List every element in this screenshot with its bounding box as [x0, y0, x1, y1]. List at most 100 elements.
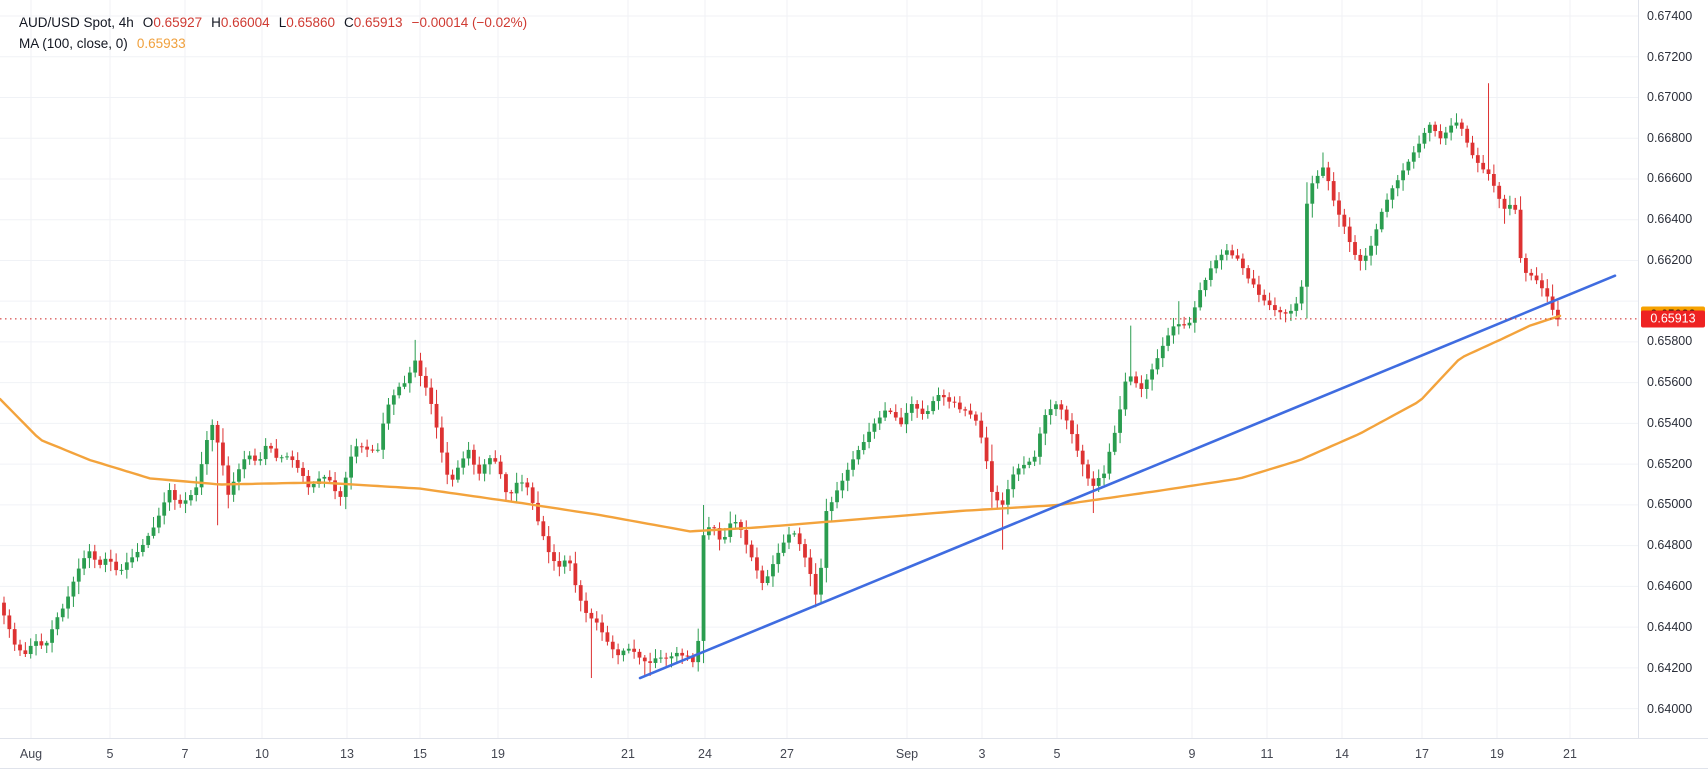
candle[interactable]	[909, 396, 914, 421]
candle[interactable]	[50, 620, 54, 653]
candle[interactable]	[851, 451, 855, 477]
candle[interactable]	[247, 451, 252, 465]
candle[interactable]	[642, 654, 647, 676]
candle[interactable]	[1438, 124, 1443, 145]
candle[interactable]	[706, 516, 711, 540]
candle[interactable]	[215, 420, 220, 526]
candle[interactable]	[333, 472, 337, 500]
candle[interactable]	[92, 544, 97, 569]
candle[interactable]	[904, 403, 909, 434]
candle[interactable]	[984, 426, 989, 469]
candle[interactable]	[338, 486, 343, 506]
candle[interactable]	[1459, 118, 1464, 136]
candle[interactable]	[557, 552, 562, 577]
candle[interactable]	[1406, 159, 1411, 175]
candle[interactable]	[616, 643, 620, 665]
candle[interactable]	[1054, 401, 1058, 417]
candle[interactable]	[1326, 161, 1331, 191]
candle[interactable]	[34, 634, 38, 656]
candle[interactable]	[1214, 255, 1219, 274]
candle[interactable]	[957, 396, 962, 413]
candle[interactable]	[221, 428, 225, 476]
candle[interactable]	[973, 411, 978, 426]
candle[interactable]	[461, 451, 466, 475]
candle[interactable]	[755, 547, 759, 579]
candle[interactable]	[925, 405, 930, 419]
candle[interactable]	[1112, 425, 1117, 456]
candle[interactable]	[1358, 249, 1363, 271]
candle[interactable]	[536, 491, 540, 526]
candle[interactable]	[760, 565, 765, 591]
candle[interactable]	[883, 402, 887, 421]
candle[interactable]	[28, 638, 33, 659]
candle[interactable]	[407, 366, 412, 393]
candle[interactable]	[1347, 217, 1352, 253]
candle[interactable]	[397, 382, 402, 399]
candle[interactable]	[140, 539, 145, 557]
candle[interactable]	[1011, 466, 1016, 498]
candle[interactable]	[1267, 292, 1272, 311]
candle[interactable]	[861, 434, 866, 455]
candle[interactable]	[1155, 349, 1160, 375]
candle[interactable]	[1139, 375, 1144, 398]
candle[interactable]	[824, 498, 829, 583]
candle[interactable]	[1192, 301, 1197, 333]
candle[interactable]	[60, 603, 65, 622]
candle[interactable]	[1251, 269, 1256, 288]
candle[interactable]	[55, 612, 60, 636]
candle[interactable]	[990, 444, 994, 508]
candle[interactable]	[1427, 122, 1432, 142]
candle[interactable]	[1262, 289, 1267, 306]
candle[interactable]	[7, 609, 12, 638]
candle[interactable]	[242, 450, 247, 479]
candle[interactable]	[808, 549, 813, 587]
candle[interactable]	[819, 558, 823, 603]
candle[interactable]	[792, 530, 797, 537]
candle[interactable]	[386, 398, 391, 430]
candle[interactable]	[231, 472, 236, 502]
candle[interactable]	[1433, 121, 1438, 137]
candle[interactable]	[717, 522, 722, 551]
candle[interactable]	[226, 456, 231, 509]
candle[interactable]	[488, 455, 492, 475]
candle[interactable]	[504, 472, 508, 501]
candle[interactable]	[1043, 409, 1048, 446]
candle[interactable]	[1353, 235, 1357, 260]
candle[interactable]	[237, 463, 241, 491]
candle[interactable]	[1038, 427, 1042, 465]
candle[interactable]	[1315, 170, 1320, 189]
candle[interactable]	[696, 628, 701, 672]
candle[interactable]	[968, 403, 973, 419]
candle[interactable]	[12, 622, 17, 651]
candle[interactable]	[1454, 113, 1459, 129]
candle[interactable]	[1086, 459, 1090, 486]
candle[interactable]	[1513, 197, 1518, 215]
candle[interactable]	[1064, 405, 1069, 430]
candle[interactable]	[1545, 279, 1550, 302]
candle[interactable]	[845, 462, 850, 492]
candle[interactable]	[178, 494, 183, 508]
candle[interactable]	[1171, 317, 1176, 344]
candle[interactable]	[391, 389, 396, 415]
candle[interactable]	[1219, 249, 1224, 270]
candle[interactable]	[1134, 371, 1138, 388]
candle[interactable]	[343, 471, 348, 510]
candle[interactable]	[867, 422, 871, 449]
candle[interactable]	[1246, 265, 1251, 284]
candle[interactable]	[525, 477, 530, 496]
candle[interactable]	[1331, 172, 1336, 207]
candle[interactable]	[744, 520, 749, 554]
candle[interactable]	[1385, 193, 1389, 218]
candle[interactable]	[477, 456, 482, 481]
candle[interactable]	[1182, 316, 1187, 329]
candle[interactable]	[450, 469, 455, 487]
candle[interactable]	[552, 544, 556, 571]
candle[interactable]	[445, 442, 450, 485]
candle[interactable]	[327, 470, 332, 484]
candle[interactable]	[835, 481, 839, 509]
price-chart-plot[interactable]	[0, 0, 1638, 738]
candle[interactable]	[1160, 337, 1165, 368]
ma-100-line[interactable]	[0, 314, 1562, 533]
candle[interactable]	[1224, 244, 1229, 261]
candle[interactable]	[1102, 465, 1106, 486]
